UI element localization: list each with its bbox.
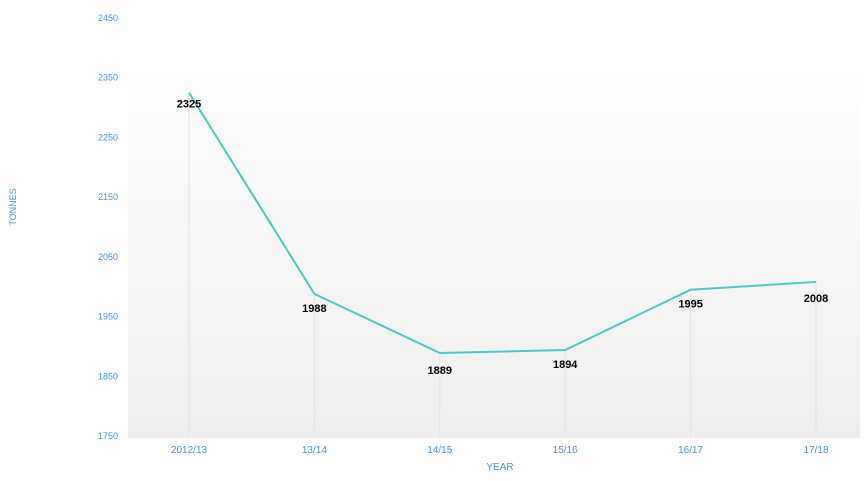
- y-tick-label: 2250: [98, 132, 118, 142]
- data-label: 1995: [678, 299, 702, 311]
- x-axis-title: YEAR: [486, 462, 513, 473]
- y-axis: 2450 2350 2250 2150 2050 1950 1850 1750: [98, 13, 118, 441]
- x-tick-label: 2012/13: [171, 445, 208, 456]
- y-tick-label: 1750: [98, 431, 118, 441]
- data-label: 2008: [804, 293, 828, 305]
- x-axis: 2012/13 13/14 14/15 15/16 16/17 17/18: [171, 445, 829, 456]
- x-tick-label: 16/17: [678, 445, 703, 456]
- y-tick-label: 1950: [98, 312, 118, 322]
- data-label: 1988: [302, 303, 326, 315]
- y-tick-label: 2450: [98, 13, 118, 23]
- x-tick-label: 15/16: [553, 445, 578, 456]
- x-tick-label: 14/15: [427, 445, 452, 456]
- x-tick-label: 17/18: [803, 445, 828, 456]
- drop-lines: [188, 92, 817, 436]
- data-label: 1894: [553, 359, 578, 371]
- x-tick-label: 13/14: [302, 445, 327, 456]
- y-tick-label: 2350: [98, 73, 118, 83]
- y-tick-label: 1850: [98, 371, 118, 381]
- series-line: [188, 92, 817, 355]
- data-label: 2325: [177, 99, 201, 111]
- y-tick-label: 2150: [98, 192, 118, 202]
- y-axis-title: TONNES: [8, 188, 18, 225]
- data-label: 1889: [428, 365, 452, 377]
- plot-background: [128, 68, 860, 438]
- data-labels: 2325 1988 1889 1894 1995 2008: [177, 99, 828, 377]
- y-tick-label: 2050: [98, 252, 118, 262]
